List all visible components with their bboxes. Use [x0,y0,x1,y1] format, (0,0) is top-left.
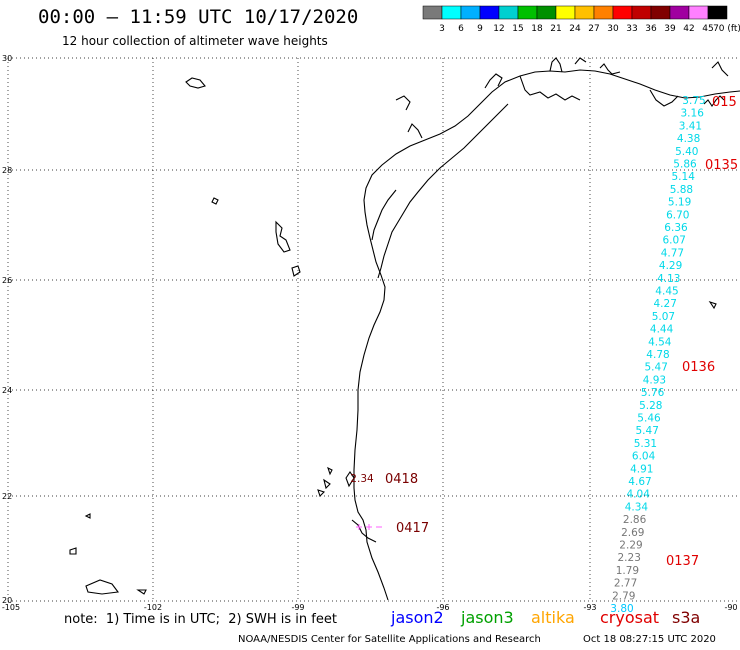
wave-height-value: 2.23 [618,552,641,564]
credit-text: NOAA/NESDIS Center for Satellite Applica… [238,634,541,645]
legend-cryosat: cryosat [600,608,660,627]
colorbar-tick: 45 [702,24,713,34]
footer-note: note: 1) Time is in UTC; 2) SWH is in fe… [64,612,337,627]
wave-height-value: 5.14 [672,171,696,183]
wave-height-value: 4.04 [627,489,651,501]
wave-height-value: 2.86 [623,514,647,526]
wave-height-value: 4.44 [650,324,674,336]
wave-height-value: 4.93 [643,374,666,386]
wave-height-value: 5.47 [636,425,659,437]
page-subtitle: 12 hour collection of altimeter wave hei… [62,34,328,48]
wave-height-value: 3.41 [679,120,702,132]
wave-height-value: 5.86 [673,159,697,171]
colorbar-tick: 21 [550,24,561,34]
pass-id-label: 0135 [705,158,738,173]
lon-label: -105 [2,603,20,612]
wave-height-value: 4.45 [655,286,678,298]
wave-height-value: 3.80 [610,603,633,615]
coastline [69,57,740,601]
colorbar-tick: 27 [588,24,599,34]
lon-label: -90 [724,603,737,612]
lat-label: 20 [2,596,12,605]
wave-height-value: 4.27 [654,298,677,310]
pass-id-label: 0417 [396,521,429,536]
wave-height-value: 5.07 [652,311,675,323]
legend-jason2: jason2 [391,608,444,627]
wave-height-value: 4.67 [628,476,651,488]
colorbar-tick: 6 [458,24,464,34]
colorbar-tick: 18 [531,24,543,34]
wave-height-value: 4.77 [661,247,684,259]
wave-height-value: 5.88 [670,184,693,196]
colorbar-swatch [707,5,728,20]
wave-height-value: 4.78 [646,349,669,361]
lon-label: -99 [291,603,304,612]
colorbar: 3 6 9 12 15 18 21 24 27 30 33 36 39 42 45 70 (ft) [422,5,740,34]
lat-lon-grid [8,58,737,601]
lon-label: -96 [436,603,449,612]
wave-height-value: 5.76 [641,387,665,399]
wave-height-value: 2.29 [619,540,642,552]
wave-height-value: 6.70 [666,209,689,221]
map-frame [7,57,737,602]
colorbar-tick: 33 [626,24,637,34]
colorbar-tick: 12 [493,24,504,34]
wave-height-value: 4.13 [657,273,680,285]
pass-id-label: 0418 [385,472,418,487]
lat-label: 24 [2,386,12,395]
colorbar-tick: 3 [439,24,445,34]
colorbar-tick: 24 [569,24,581,34]
colorbar-tick: 15 [512,24,523,34]
lon-label: -102 [144,603,162,612]
colorbar-tick: 42 [683,24,694,34]
wave-height-value: 4.38 [677,133,700,145]
wave-height-value: 5.19 [668,197,691,209]
wave-height-value: 4.29 [659,260,682,272]
legend-s3a: s3a [672,608,701,627]
wave-height-value: 3.75 [682,95,705,107]
colorbar-tick: 9 [477,24,483,34]
colorbar-tick: 36 [645,24,657,34]
track-values: 3.753.163.414.385.405.865.145.885.196.70… [350,95,705,615]
wave-height-value: 6.07 [663,235,686,247]
wave-height-value: 2.79 [612,590,635,602]
wave-height-value: 5.28 [639,400,662,412]
wave-height-value: 6.36 [664,222,688,234]
wave-height-value: 5.46 [637,413,661,425]
colorbar-tick: 30 [607,24,619,34]
pass-id-label: 0137 [666,554,699,569]
wave-height-value: 4.91 [630,463,653,475]
lon-label: -93 [583,603,596,612]
wave-height-value: 4.54 [648,336,672,348]
colorbar-tick: 39 [664,24,676,34]
lat-label: 22 [2,492,12,501]
pass-id-label: 015 [712,95,737,110]
wave-height-value: 2.69 [621,527,644,539]
lat-label: 30 [2,54,12,63]
wave-height-value: 2.77 [614,578,637,590]
wave-height-value: 5.40 [675,146,698,158]
legend-jason3: jason3 [461,608,514,627]
wave-height-value: 2.34 [350,473,374,485]
legend-altika: altika [531,608,575,627]
wave-height-value: 1.79 [616,565,639,577]
page-title: 00:00 – 11:59 UTC 10/17/2020 [38,6,359,28]
axis-labels: 30 28 26 24 22 20-105 -102 -99 -96 -93 -90 [2,54,738,612]
lat-label: 26 [2,276,12,285]
pass-labels: 0418 0417 0136 0135 0137 015 [385,95,738,569]
wave-height-value: 4.34 [625,501,649,513]
wave-height-value: 6.04 [632,451,656,463]
wave-height-value: 3.16 [681,108,705,120]
timestamp-text: Oct 18 08:27:15 UTC 2020 [583,634,716,645]
wave-height-value: 5.31 [634,438,657,450]
wave-height-value: 5.47 [645,362,668,374]
lat-label: 28 [2,166,12,175]
pass-id-label: 0136 [682,360,715,375]
colorbar-tick: 70 (ft) [713,24,740,34]
s3a-track-points [356,524,382,530]
